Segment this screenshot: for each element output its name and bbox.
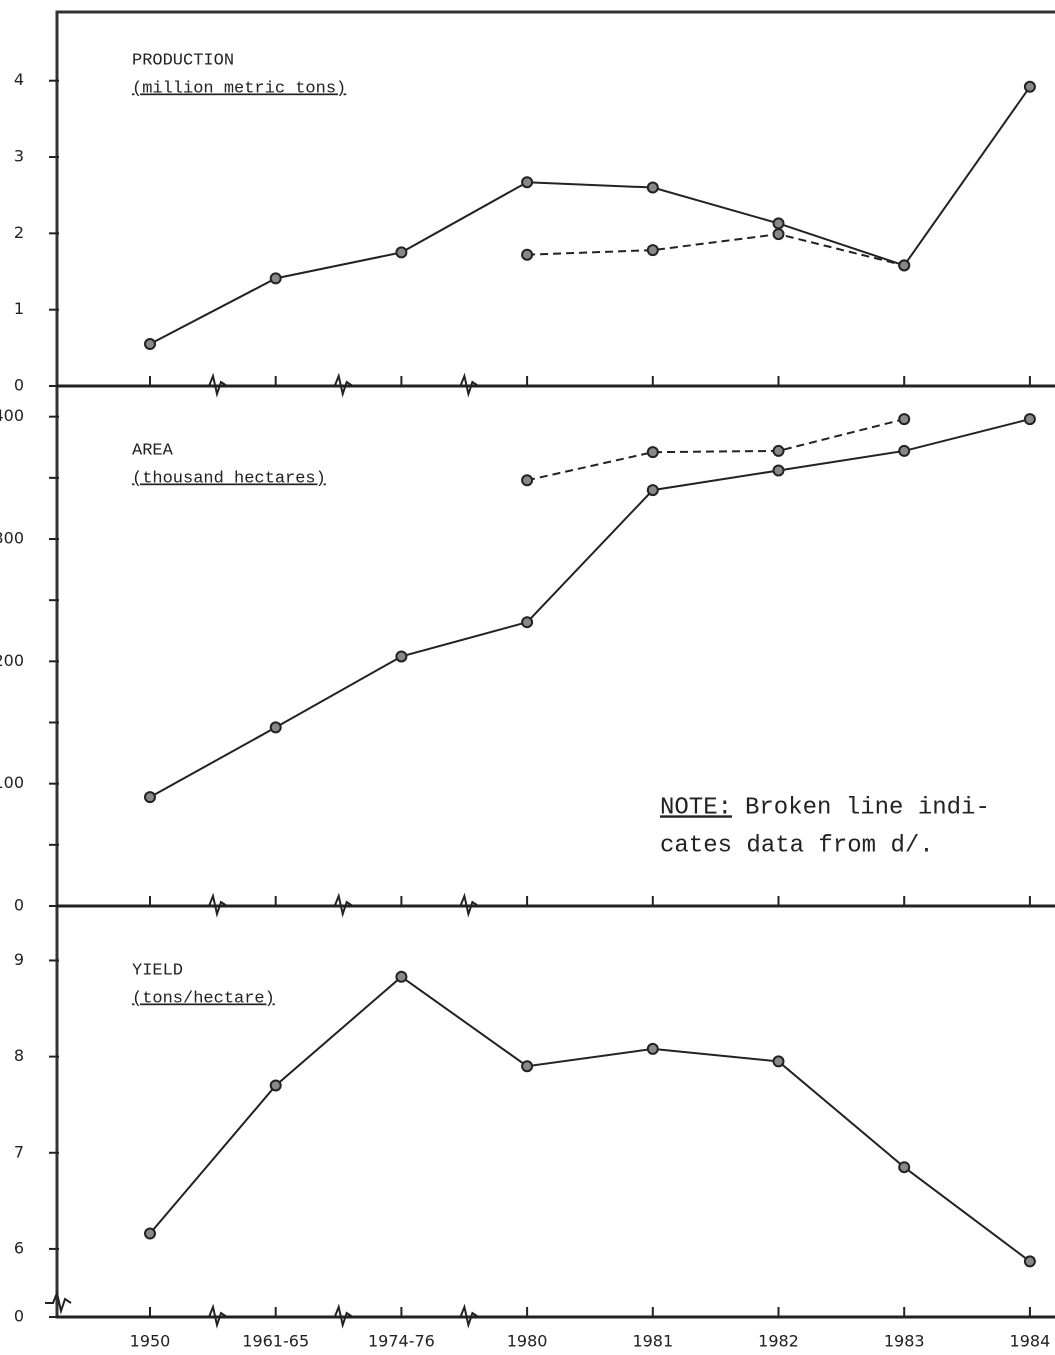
y-tick-label: 400	[0, 406, 24, 425]
y-tick-label: 100	[0, 773, 24, 792]
data-point	[646, 244, 659, 257]
axis-break	[326, 1303, 354, 1329]
note-line: Broken line indi-	[745, 794, 990, 821]
axis-break	[201, 892, 228, 918]
y-tick-label: 0	[14, 1307, 24, 1326]
panel-unit: (thousand hectares)	[132, 469, 326, 488]
panel-title: PRODUCTION	[132, 51, 234, 70]
y-tick-label: 3	[14, 147, 24, 166]
y-tick-label: 0	[14, 896, 24, 915]
panel-title: YIELD	[132, 961, 183, 980]
axis-break	[45, 1289, 72, 1315]
data-point	[772, 444, 785, 457]
data-point	[269, 721, 282, 734]
x-tick-label: 1984	[1010, 1332, 1051, 1351]
y-tick-label: 2	[14, 223, 24, 242]
data-point	[646, 484, 659, 497]
x-tick-label: 1950	[130, 1332, 171, 1351]
data-point	[1023, 1255, 1036, 1268]
note-line: cates data from d/.	[660, 832, 934, 859]
axis-break	[452, 1303, 479, 1329]
data-point	[1023, 80, 1036, 93]
y-tick-label: 9	[14, 950, 24, 969]
data-line	[526, 418, 905, 482]
data-line	[527, 233, 905, 267]
y-tick-label: 8	[14, 1046, 24, 1065]
data-point	[395, 246, 408, 259]
panel-title: AREA	[132, 441, 174, 460]
x-tick-label: 1982	[758, 1332, 799, 1351]
axis-break	[452, 372, 479, 398]
data-point	[521, 616, 534, 629]
data-line	[149, 86, 1031, 345]
data-point	[395, 970, 408, 983]
data-point	[898, 259, 911, 272]
x-tick-label: 1981	[632, 1332, 673, 1351]
y-tick-label: 0	[14, 376, 24, 395]
y-tick-label: 6	[14, 1238, 24, 1257]
data-point	[772, 228, 785, 241]
axis-break	[326, 892, 354, 918]
data-line	[149, 418, 1031, 799]
frame	[55, 10, 1055, 1319]
axis-break	[452, 892, 479, 918]
data-point	[646, 181, 659, 194]
y-tick-label: 300	[0, 529, 24, 548]
data-point	[772, 1055, 785, 1068]
data-point	[144, 338, 156, 351]
data-point	[521, 248, 534, 261]
data-line	[149, 975, 1031, 1263]
data-point	[772, 217, 785, 230]
axis-break	[326, 372, 354, 398]
data-point	[1023, 413, 1036, 426]
data-point	[521, 1060, 534, 1073]
data-point	[144, 791, 156, 804]
axis-break	[201, 1303, 228, 1329]
data-point	[144, 1227, 156, 1240]
y-tick-label: 1	[14, 299, 24, 318]
x-tick-label: 1974-76	[368, 1332, 435, 1351]
panel-unit: (million metric tons)	[132, 79, 346, 98]
data-point	[898, 444, 911, 457]
data-point	[772, 464, 785, 477]
x-tick-label: 1983	[884, 1332, 925, 1351]
data-point	[646, 1042, 659, 1055]
data-point	[521, 176, 534, 189]
data-point	[269, 272, 282, 285]
data-point	[646, 446, 659, 459]
y-tick-label: 200	[0, 651, 24, 670]
y-tick-label: 7	[14, 1142, 24, 1161]
data-point	[521, 474, 534, 487]
x-tick-label: 1980	[507, 1332, 548, 1351]
data-point	[269, 1079, 282, 1092]
data-point	[395, 650, 408, 663]
x-tick-label: 1961-65	[242, 1332, 309, 1351]
panel-unit: (tons/hectare)	[132, 989, 275, 1008]
data-point	[898, 1161, 911, 1174]
axis-break	[201, 372, 228, 398]
y-tick-label: 4	[14, 70, 24, 89]
note-label: NOTE:	[660, 794, 732, 821]
data-point	[898, 413, 911, 426]
